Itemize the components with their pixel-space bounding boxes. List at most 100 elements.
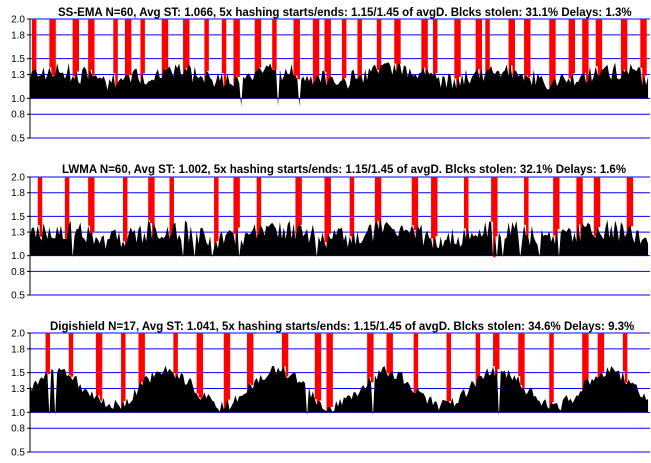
series-black-area: [30, 218, 649, 258]
spike-bar: [396, 19, 399, 73]
spike-bar: [330, 333, 333, 408]
spike-bar: [367, 333, 370, 386]
spike-bar: [183, 19, 186, 75]
spike-bar: [72, 19, 76, 77]
spike-bar: [171, 177, 174, 234]
spike-bar: [413, 177, 417, 230]
spike-bar: [597, 19, 601, 76]
y-tick-label: 0.8: [11, 424, 25, 435]
spike-bar: [493, 333, 496, 367]
y-tick-label: 1.3: [11, 70, 25, 81]
spike-bar: [549, 333, 552, 409]
spike-bar: [522, 333, 525, 389]
spike-bar: [248, 333, 252, 384]
y-tick-label: 1.8: [11, 30, 25, 41]
spike-bar: [526, 177, 529, 237]
spike-bar: [235, 177, 238, 245]
spike-bar: [601, 333, 605, 372]
spike-bar: [97, 333, 101, 396]
spike-bar: [371, 333, 374, 383]
spike-bar: [233, 177, 236, 234]
spike-bar: [293, 19, 297, 76]
spike-bar: [421, 19, 424, 73]
spike-bar: [92, 19, 95, 76]
spike-bar: [140, 19, 143, 84]
spike-bar: [642, 19, 645, 85]
spike-bar: [495, 177, 498, 237]
spike-bar: [53, 19, 56, 77]
spike-bar: [433, 19, 436, 76]
spike-bar: [446, 333, 450, 402]
spike-bar: [576, 177, 579, 242]
spike-bar: [196, 333, 200, 394]
spike-bar: [235, 19, 238, 76]
spike-bar: [526, 19, 529, 75]
spike-bar: [295, 177, 298, 240]
spike-bar: [599, 19, 603, 76]
spike-bar: [258, 19, 262, 68]
spike-bar: [186, 19, 190, 71]
spike-bar: [169, 177, 173, 239]
spike-bar: [140, 333, 143, 383]
spike-bar: [272, 19, 275, 70]
spike-bar: [68, 333, 72, 376]
spike-bar: [626, 177, 630, 233]
spike-bar: [622, 333, 626, 372]
series-black-area: [30, 365, 649, 417]
spike-bar: [223, 333, 227, 410]
chart-panel-lwma: 2.0 1.8 1.5 1.3 1.0 0.8 0.5 LWMA N=60, Avg ST:…: [11, 164, 650, 302]
spike-bar: [595, 19, 599, 67]
spike-bar: [150, 177, 153, 224]
spike-bar: [250, 333, 254, 386]
y-tick-label: 1.8: [11, 344, 25, 355]
spike-bar: [520, 333, 523, 386]
spike-bar: [124, 177, 128, 247]
spike-bar: [314, 333, 318, 400]
spike-bar: [620, 19, 624, 79]
series-black-area: [30, 62, 649, 107]
spike-bar: [378, 177, 382, 230]
spike-bar: [493, 177, 496, 258]
spike-bar: [527, 19, 531, 78]
spike-bar: [175, 333, 178, 379]
spike-bar: [434, 177, 438, 237]
spike-bar: [551, 333, 554, 403]
spike-bar: [324, 177, 328, 243]
y-tick-label: 0.8: [11, 267, 25, 278]
spike-bar: [425, 19, 428, 76]
spike-bar: [495, 333, 498, 377]
spike-bar: [431, 177, 434, 239]
spike-bar: [138, 333, 142, 388]
spike-bar: [390, 333, 393, 373]
spike-bar: [49, 19, 52, 68]
chart-title: SS-EMA N=60, Avg ST: 1.066, 5x hashing s…: [58, 7, 632, 19]
spike-bar: [227, 333, 231, 400]
spike-bar: [31, 19, 35, 72]
spike-bar: [359, 19, 362, 77]
spike-bar: [283, 333, 287, 367]
spike-bar: [411, 177, 415, 226]
spike-bar: [295, 19, 298, 76]
spike-bar: [92, 177, 95, 233]
y-tick-label: 0.8: [11, 110, 25, 121]
spike-bar: [570, 19, 574, 83]
spike-bar: [624, 333, 628, 383]
spike-bar: [47, 333, 50, 375]
spike-bar: [341, 19, 345, 81]
spike-bar: [281, 333, 285, 371]
spike-bar: [318, 333, 322, 401]
spike-bar: [524, 177, 527, 225]
spike-bar: [622, 19, 626, 70]
spike-bar: [485, 19, 488, 73]
spike-bar: [233, 19, 236, 87]
spike-bar: [121, 333, 124, 410]
spike-bar: [433, 177, 436, 249]
spike-bar: [206, 19, 209, 72]
spike-bar: [51, 19, 54, 75]
spike-bar: [126, 19, 130, 75]
spike-bar: [628, 177, 632, 227]
spike-bar: [216, 177, 219, 242]
spike-bar: [214, 177, 217, 248]
spike-bar: [99, 333, 103, 401]
spike-bar: [572, 19, 576, 74]
